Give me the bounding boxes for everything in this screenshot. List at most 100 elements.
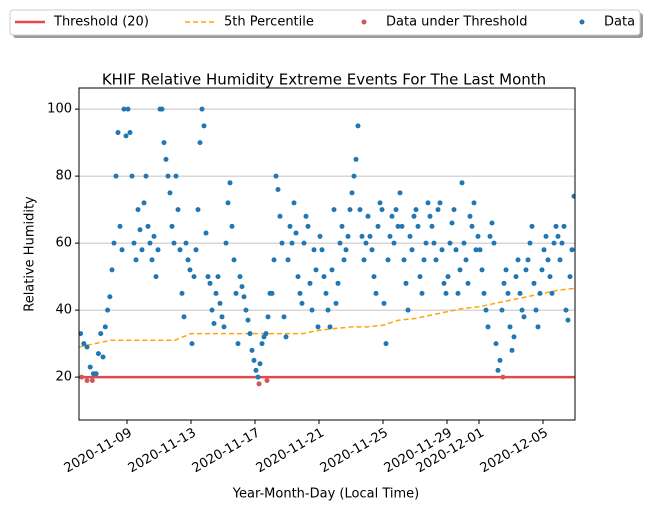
x-tick-label: 2020-11-13 xyxy=(126,426,199,477)
data-point xyxy=(377,200,383,206)
data-point xyxy=(235,341,241,347)
data-point xyxy=(551,240,557,246)
legend-label: Threshold (20) xyxy=(53,15,149,30)
data-point xyxy=(119,247,125,253)
data-point xyxy=(421,257,427,263)
data-point xyxy=(465,280,471,286)
data-point xyxy=(545,257,551,263)
data-point xyxy=(87,364,93,370)
data-point xyxy=(495,367,501,373)
data-point xyxy=(541,247,547,253)
data-point xyxy=(365,213,371,219)
data-point xyxy=(557,257,563,263)
data-point xyxy=(521,314,527,320)
data-point xyxy=(441,280,447,286)
data-point xyxy=(141,200,147,206)
data-point xyxy=(159,106,165,112)
data-point xyxy=(399,223,405,229)
data-point xyxy=(331,207,337,213)
data-point xyxy=(533,307,539,313)
data-point xyxy=(537,290,543,296)
data-point xyxy=(457,267,463,273)
data-point xyxy=(473,247,479,253)
data-point xyxy=(429,223,435,229)
y-tick-label: 100 xyxy=(47,102,72,117)
data-point xyxy=(425,200,431,206)
data-point xyxy=(255,374,261,380)
data-point xyxy=(263,331,269,337)
data-point xyxy=(295,274,301,280)
data-point xyxy=(285,257,291,263)
data-point xyxy=(347,207,353,213)
data-point xyxy=(95,351,101,357)
data-point xyxy=(313,267,319,273)
data-point xyxy=(367,233,373,239)
data-point xyxy=(197,140,203,146)
data-point xyxy=(483,307,489,313)
data-point xyxy=(319,247,325,253)
data-point xyxy=(527,240,533,246)
data-point xyxy=(357,207,363,213)
data-point xyxy=(213,290,219,296)
data-point xyxy=(409,247,415,253)
data-point xyxy=(84,344,90,350)
data-point xyxy=(163,156,169,162)
data-point xyxy=(373,290,379,296)
x-axis-label: Year-Month-Day (Local Time) xyxy=(232,487,419,502)
data-point xyxy=(417,274,423,280)
data-point xyxy=(113,173,119,179)
data-point xyxy=(397,190,403,196)
data-point xyxy=(479,267,485,273)
data-point xyxy=(489,220,495,226)
data-point xyxy=(243,307,249,313)
data-point xyxy=(379,207,385,213)
data-point xyxy=(275,187,281,193)
data-point xyxy=(241,294,247,300)
data-point xyxy=(229,223,235,229)
data-point xyxy=(423,240,429,246)
data-point xyxy=(279,240,285,246)
legend-marker xyxy=(579,19,585,25)
data-point xyxy=(153,274,159,280)
data-point xyxy=(127,130,133,136)
y-tick-label: 60 xyxy=(55,236,72,251)
data-point xyxy=(301,240,307,246)
data-point xyxy=(325,307,331,313)
data-point xyxy=(287,223,293,229)
data-point xyxy=(563,307,569,313)
data-point xyxy=(487,233,493,239)
data-point xyxy=(387,233,393,239)
data-point xyxy=(79,374,85,380)
data-point xyxy=(523,267,529,273)
x-tick-label: 2020-11-09 xyxy=(62,426,135,477)
data-point xyxy=(309,307,315,313)
data-point xyxy=(317,233,323,239)
data-point xyxy=(549,290,555,296)
data-point xyxy=(443,290,449,296)
data-point xyxy=(147,240,153,246)
data-point xyxy=(173,173,179,179)
data-point xyxy=(247,331,253,337)
data-point xyxy=(227,180,233,186)
data-point xyxy=(505,290,511,296)
data-point xyxy=(89,377,95,383)
data-point xyxy=(215,274,221,280)
data-point xyxy=(161,140,167,146)
data-point xyxy=(149,257,155,263)
data-point xyxy=(485,324,491,330)
data-point xyxy=(435,207,441,213)
data-point xyxy=(129,173,135,179)
data-point xyxy=(245,317,251,323)
data-point xyxy=(79,331,84,337)
data-point xyxy=(175,207,181,213)
data-point xyxy=(395,223,401,229)
data-point xyxy=(231,257,237,263)
y-tick-label: 80 xyxy=(55,169,72,184)
data-point xyxy=(291,200,297,206)
data-point xyxy=(451,207,457,213)
data-point xyxy=(265,314,271,320)
chart-title: KHIF Relative Humidity Extreme Events Fo… xyxy=(102,71,546,89)
data-point xyxy=(361,257,367,263)
data-point xyxy=(137,227,143,233)
y-axis-label: Relative Humidity xyxy=(23,196,38,312)
